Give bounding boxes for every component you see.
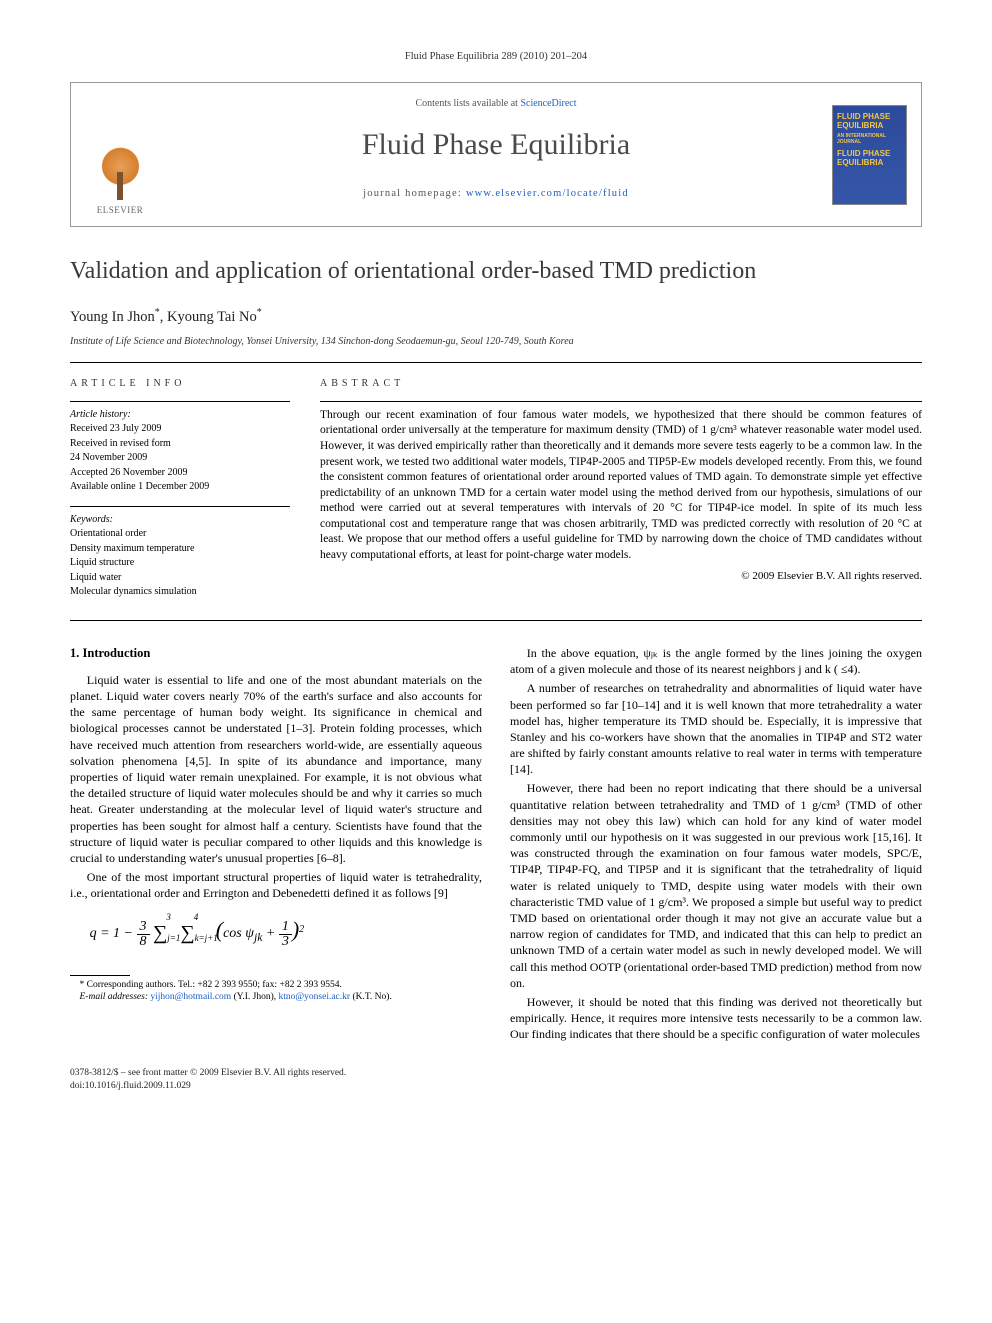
cover-thumb-slot: FLUID PHASE EQUILIBRIA AN INTERNATIONAL …	[817, 93, 907, 216]
affiliation: Institute of Life Science and Biotechnol…	[70, 335, 922, 349]
article-title: Validation and application of orientatio…	[70, 255, 922, 287]
rule	[70, 506, 290, 507]
author-marker: *	[155, 307, 160, 318]
history-line: Accepted 26 November 2009	[70, 466, 290, 480]
history-label: Article history:	[70, 408, 290, 422]
page-footer: 0378-3812/$ – see front matter © 2009 El…	[70, 1067, 922, 1092]
abstract-heading: abstract	[320, 377, 922, 391]
contents-prefix: Contents lists available at	[415, 98, 520, 109]
author-email-link[interactable]: yijhon@hotmail.com	[150, 992, 231, 1002]
elsevier-tree-icon	[93, 147, 148, 202]
keyword: Density maximum temperature	[70, 542, 290, 556]
emails-label: E-mail addresses:	[80, 992, 151, 1002]
cover-title-repeat: FLUID PHASE EQUILIBRIA	[837, 149, 902, 168]
history-line: Received in revised form	[70, 437, 290, 451]
article-info-column: article info Article history: Received 2…	[70, 377, 290, 600]
paragraph: In the above equation, ψⱼₖ is the angle …	[510, 645, 922, 677]
paragraph: A number of researches on tetrahedrality…	[510, 680, 922, 777]
journal-homepage-line: journal homepage: www.elsevier.com/locat…	[185, 187, 807, 201]
rule	[320, 401, 922, 402]
keyword: Orientational order	[70, 527, 290, 541]
rule	[70, 401, 290, 402]
journal-name: Fluid Phase Equilibria	[185, 125, 807, 166]
rule	[70, 620, 922, 621]
abstract-column: abstract Through our recent examination …	[320, 377, 922, 600]
contents-available-line: Contents lists available at ScienceDirec…	[185, 97, 807, 111]
email-name: (Y.I. Jhon),	[231, 992, 278, 1002]
issn-copyright-line: 0378-3812/$ – see front matter © 2009 El…	[70, 1067, 922, 1079]
paragraph: However, there had been no report indica…	[510, 780, 922, 990]
copyright-line: © 2009 Elsevier B.V. All rights reserved…	[320, 569, 922, 584]
footnote-rule	[70, 975, 130, 976]
keyword: Liquid structure	[70, 556, 290, 570]
elsevier-logo: ELSEVIER	[85, 136, 155, 216]
author-marker: *	[257, 307, 262, 318]
paragraph: One of the most important structural pro…	[70, 869, 482, 901]
article-info-heading: article info	[70, 377, 290, 391]
journal-homepage-link[interactable]: www.elsevier.com/locate/fluid	[466, 188, 629, 199]
publisher-logo-slot: ELSEVIER	[85, 93, 175, 216]
keyword: Liquid water	[70, 571, 290, 585]
corresponding-author-footnote: * Corresponding authors. Tel.: +82 2 393…	[70, 980, 482, 992]
journal-masthead: ELSEVIER Contents lists available at Sci…	[70, 82, 922, 227]
keyword: Molecular dynamics simulation	[70, 585, 290, 599]
abstract-text: Through our recent examination of four f…	[320, 408, 922, 563]
keywords-label: Keywords:	[70, 513, 290, 527]
masthead-center: Contents lists available at ScienceDirec…	[175, 93, 817, 216]
history-line: Received 23 July 2009	[70, 422, 290, 436]
sciencedirect-link[interactable]: ScienceDirect	[520, 98, 576, 109]
doi-line: doi:10.1016/j.fluid.2009.11.029	[70, 1080, 922, 1092]
paragraph: Liquid water is essential to life and on…	[70, 672, 482, 866]
email-name: (K.T. No).	[350, 992, 392, 1002]
email-footnote: E-mail addresses: yijhon@hotmail.com (Y.…	[70, 992, 482, 1004]
equation: q = 1 − 38 ∑j=13 ∑k=j+14 (cos ψjk + 13)2	[90, 915, 482, 948]
history-line: Available online 1 December 2009	[70, 480, 290, 494]
info-abstract-block: article info Article history: Received 2…	[70, 363, 922, 620]
paragraph: However, it should be noted that this fi…	[510, 994, 922, 1043]
cover-subtitle: AN INTERNATIONAL JOURNAL	[837, 133, 902, 145]
author-list: Young In Jhon*, Kyoung Tai No*	[70, 306, 922, 327]
section-heading: 1. Introduction	[70, 645, 482, 662]
cover-title: FLUID PHASE EQUILIBRIA	[837, 112, 902, 131]
author-email-link[interactable]: ktno@yonsei.ac.kr	[279, 992, 351, 1002]
author-name: Young In Jhon	[70, 308, 155, 324]
homepage-prefix: journal homepage:	[363, 188, 466, 199]
journal-cover-thumbnail: FLUID PHASE EQUILIBRIA AN INTERNATIONAL …	[832, 105, 907, 205]
body-two-column: 1. Introduction Liquid water is essentia…	[70, 645, 922, 1046]
running-head: Fluid Phase Equilibria 289 (2010) 201–20…	[70, 50, 922, 64]
author-name: Kyoung Tai No	[167, 308, 257, 324]
publisher-label: ELSEVIER	[97, 204, 144, 216]
history-line: 24 November 2009	[70, 451, 290, 465]
